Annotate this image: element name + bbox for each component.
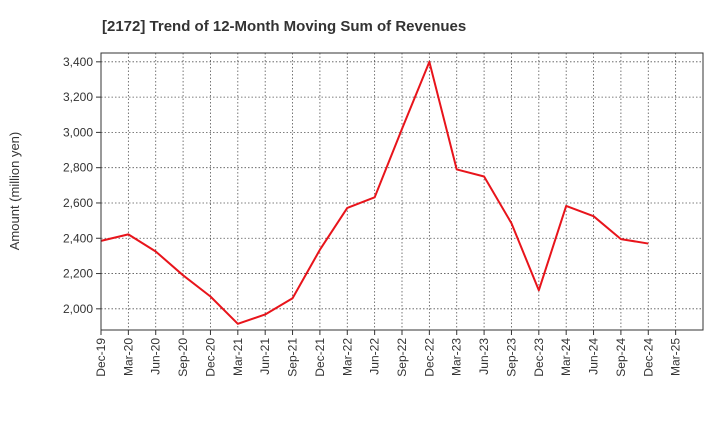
x-tick-label: Mar-23	[450, 338, 464, 376]
y-tick-label: 2,000	[63, 302, 93, 316]
grid	[101, 53, 704, 330]
y-tick-label: 3,400	[63, 55, 93, 69]
x-tick-label: Mar-25	[669, 338, 683, 376]
x-tick-label: Sep-24	[614, 338, 628, 377]
x-tick-label: Jun-23	[477, 338, 491, 375]
x-tick-label: Dec-23	[532, 338, 546, 377]
chart-title: [2172] Trend of 12-Month Moving Sum of R…	[102, 18, 466, 35]
x-tick-label: Sep-22	[395, 338, 409, 377]
x-tick-label: Dec-24	[641, 338, 655, 377]
x-tick-label: Mar-21	[231, 338, 245, 376]
y-axis-ticks: 2,000 2,200 2,400 2,600 2,800 3,000 3,200 3,400	[63, 55, 101, 316]
x-tick-label: Dec-22	[422, 338, 436, 377]
x-tick-label: Mar-20	[121, 338, 135, 376]
y-tick-label: 2,200	[63, 267, 93, 281]
y-tick-label: 2,800	[63, 161, 93, 175]
x-tick-label: Dec-21	[313, 338, 327, 377]
x-tick-label: Sep-23	[504, 338, 518, 377]
x-tick-label: Mar-24	[559, 338, 573, 376]
x-axis-ticks: Dec-19 Mar-20 Jun-20 Sep-20 Dec-20 Mar-21 Jun-…	[94, 330, 683, 377]
y-tick-label: 3,000	[63, 125, 93, 139]
x-tick-label: Jun-22	[368, 338, 382, 375]
x-tick-label: Jun-24	[587, 338, 601, 375]
y-tick-label: 2,400	[63, 231, 93, 245]
x-tick-label: Dec-19	[94, 338, 108, 377]
x-tick-label: Sep-21	[286, 338, 300, 377]
series-layer	[100, 60, 649, 325]
x-tick-label: Dec-20	[203, 338, 217, 377]
y-axis-label: Amount (million yen)	[7, 132, 22, 251]
x-tick-label: Mar-22	[340, 338, 354, 376]
series-line	[100, 60, 649, 325]
y-tick-label: 2,600	[63, 196, 93, 210]
x-tick-label: Jun-20	[149, 338, 163, 375]
y-tick-label: 3,200	[63, 90, 93, 104]
plot-frame	[100, 52, 704, 331]
x-tick-label: Jun-21	[258, 338, 272, 375]
x-tick-label: Sep-20	[176, 338, 190, 377]
